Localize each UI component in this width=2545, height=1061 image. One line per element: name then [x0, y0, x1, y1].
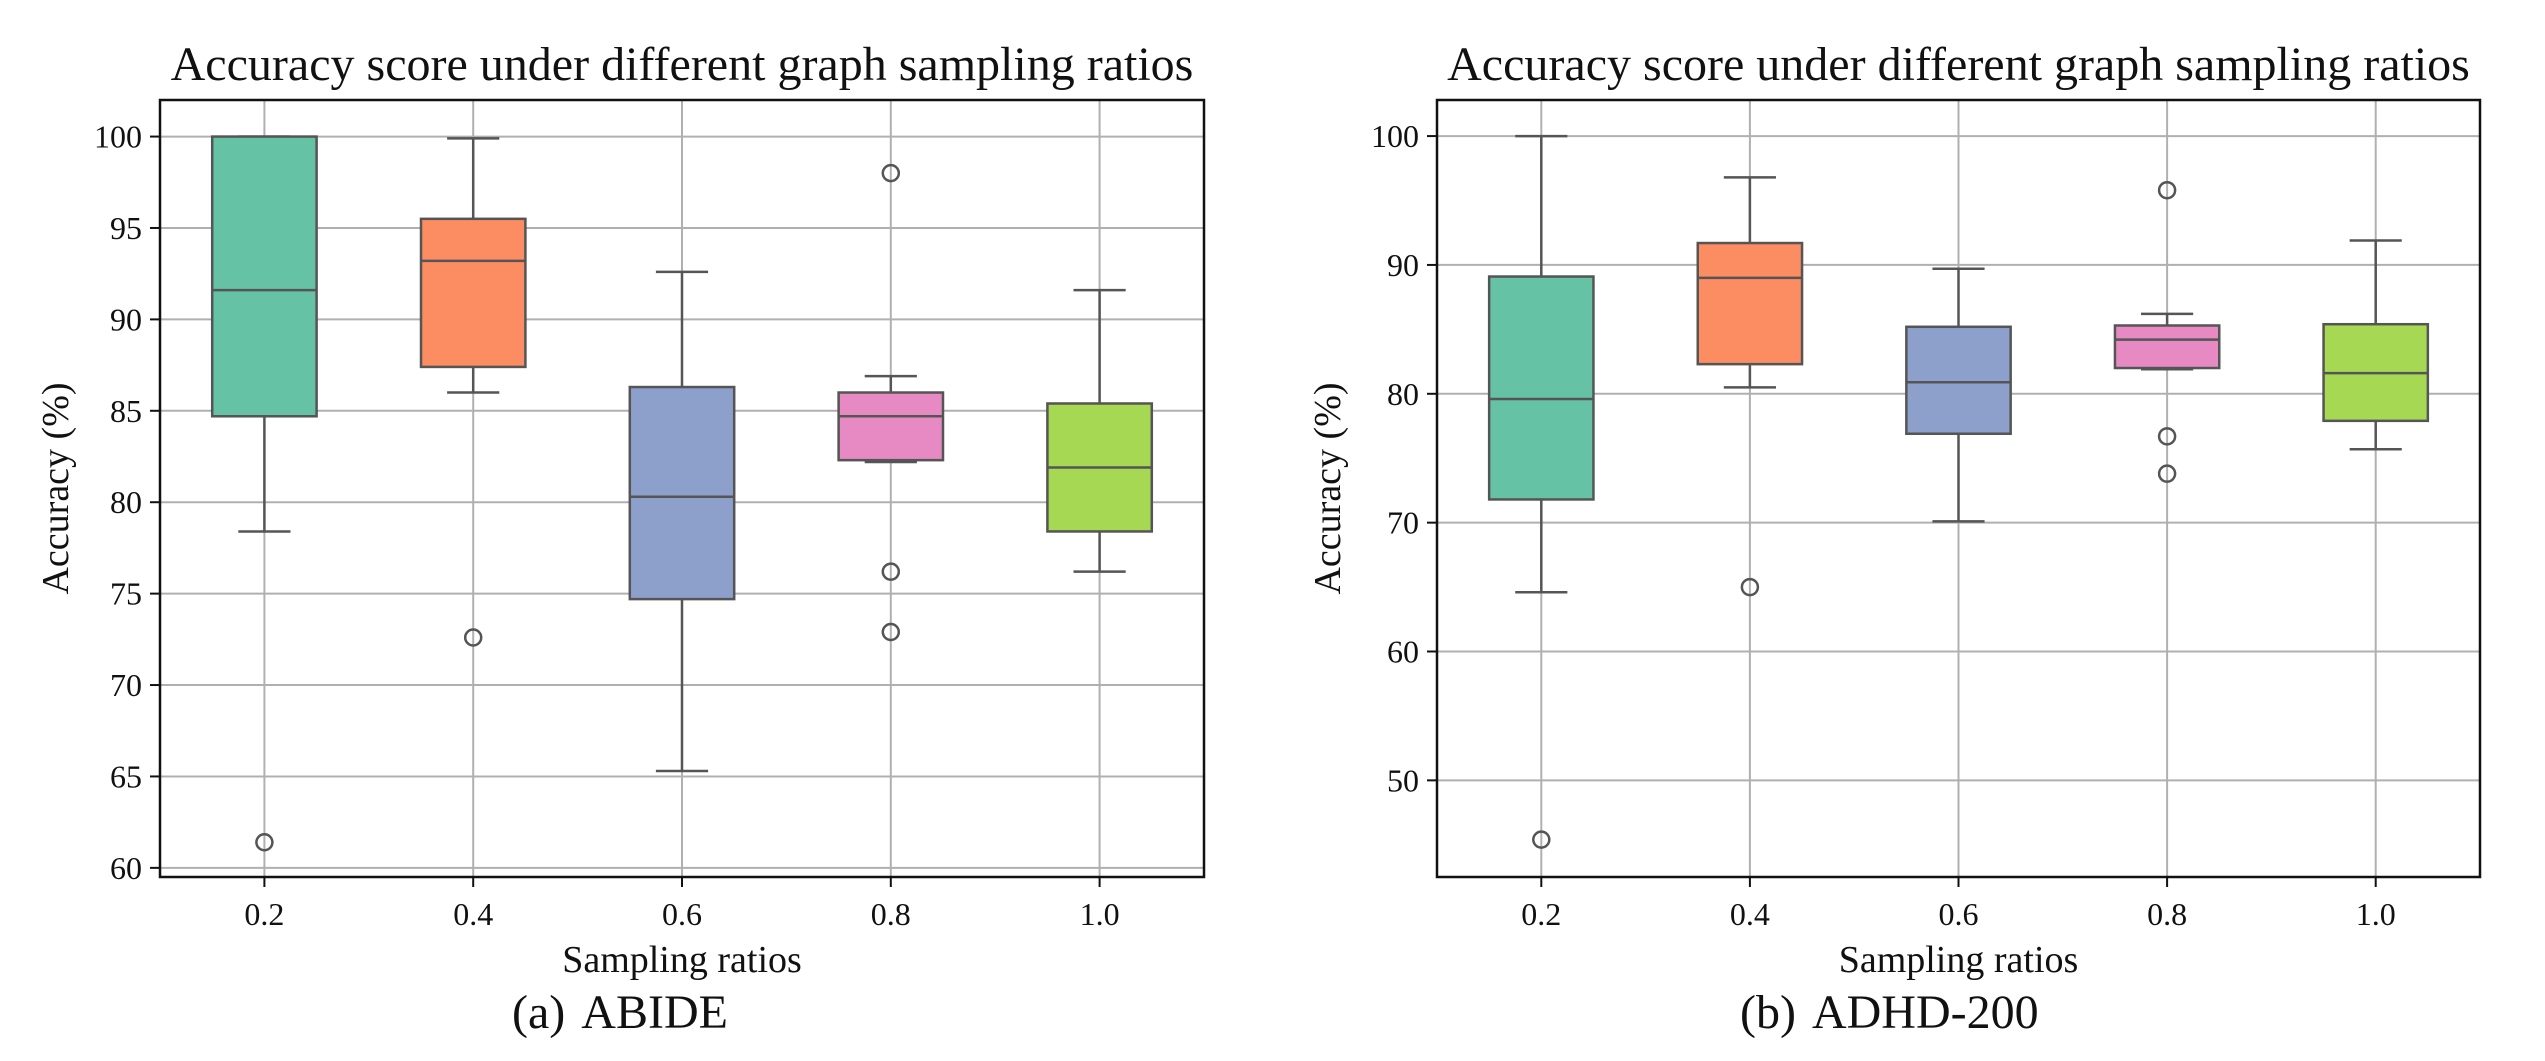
y-tick-label: 70 — [1387, 505, 1419, 541]
box-0.6 — [1905, 267, 2012, 523]
box-0.4 — [419, 137, 527, 647]
caption-tag: (a) — [512, 986, 566, 1039]
box-0.2 — [210, 135, 318, 852]
outlier-point — [1532, 830, 1551, 849]
x-tick-label: 0.2 — [1521, 896, 1561, 932]
box-rect — [210, 135, 318, 418]
box-rect — [1696, 241, 1804, 366]
box-0.6 — [628, 270, 736, 773]
box-rect — [1905, 325, 2012, 435]
y-tick-label: 80 — [110, 484, 142, 520]
y-tick-label: 50 — [1387, 762, 1419, 798]
box-1.0 — [1046, 288, 1154, 573]
box-0.2 — [1487, 134, 1595, 849]
outlier-point — [881, 622, 901, 642]
panel-adhd: Accuracy score under different graph sam… — [1272, 0, 2544, 1061]
x-tick-label: 0.6 — [662, 896, 702, 932]
outlier-point — [2157, 464, 2177, 483]
outlier-point — [881, 163, 901, 183]
y-tick-label: 75 — [110, 576, 142, 612]
x-tick-label: 0.8 — [2147, 896, 2187, 932]
outlier-point — [2157, 427, 2177, 446]
outlier-point — [881, 562, 901, 581]
box-rect — [628, 385, 736, 601]
y-tick-label: 85 — [110, 393, 142, 429]
box-rect — [837, 391, 945, 462]
boxplot-abide: Accuracy score under different graph sam… — [35, 38, 1206, 980]
x-tick-label: 0.4 — [1730, 896, 1770, 932]
x-tick-label: 0.2 — [244, 896, 284, 932]
panel-abide: Accuracy score under different graph sam… — [0, 0, 1272, 1061]
caption-abide: (a) ABIDE — [512, 985, 728, 1040]
caption-text: ADHD-200 — [1811, 986, 2039, 1039]
boxplot-adhd: Accuracy score under different graph sam… — [1307, 38, 2482, 980]
y-tick-label: 100 — [94, 119, 142, 155]
y-tick-label: 100 — [1371, 118, 1419, 154]
caption-tag: (b) — [1740, 986, 1796, 1039]
x-tick-label: 1.0 — [2356, 896, 2396, 932]
box-0.4 — [1696, 176, 1804, 597]
y-tick-label: 90 — [1387, 247, 1419, 283]
y-tick-label: 60 — [1387, 634, 1419, 670]
x-tick-label: 1.0 — [1080, 896, 1120, 932]
caption-adhd: (b) ADHD-200 — [1740, 985, 2039, 1040]
chart-title: Accuracy score under different graph sam… — [171, 38, 1194, 91]
outlier-point — [1740, 577, 1760, 597]
y-tick-label: 90 — [110, 301, 142, 337]
box-rect — [1487, 275, 1595, 501]
x-tick-label: 0.8 — [871, 896, 911, 932]
outlier-point — [2157, 180, 2177, 200]
y-tick-label: 80 — [1387, 376, 1419, 412]
outlier-point — [255, 833, 274, 852]
y-axis-label: Accuracy (%) — [1307, 382, 1349, 594]
chart-title: Accuracy score under different graph sam… — [1447, 38, 2470, 91]
caption-text: ABIDE — [581, 986, 728, 1039]
x-axis-label: Sampling ratios — [1839, 939, 2079, 980]
x-tick-label: 0.6 — [1939, 896, 1979, 932]
box-1.0 — [2322, 239, 2430, 451]
box-rect — [2113, 324, 2221, 370]
box-0.8 — [2113, 180, 2221, 483]
outlier-point — [463, 628, 483, 647]
y-axis-label: Accuracy (%) — [35, 382, 77, 594]
y-tick-label: 95 — [110, 210, 142, 246]
y-tick-label: 60 — [110, 850, 142, 886]
x-axis-label: Sampling ratios — [562, 939, 802, 980]
box-rect — [419, 217, 527, 369]
x-tick-label: 0.4 — [453, 896, 493, 932]
box-0.8 — [837, 163, 945, 642]
y-tick-label: 65 — [110, 758, 142, 794]
y-tick-label: 70 — [110, 667, 142, 703]
